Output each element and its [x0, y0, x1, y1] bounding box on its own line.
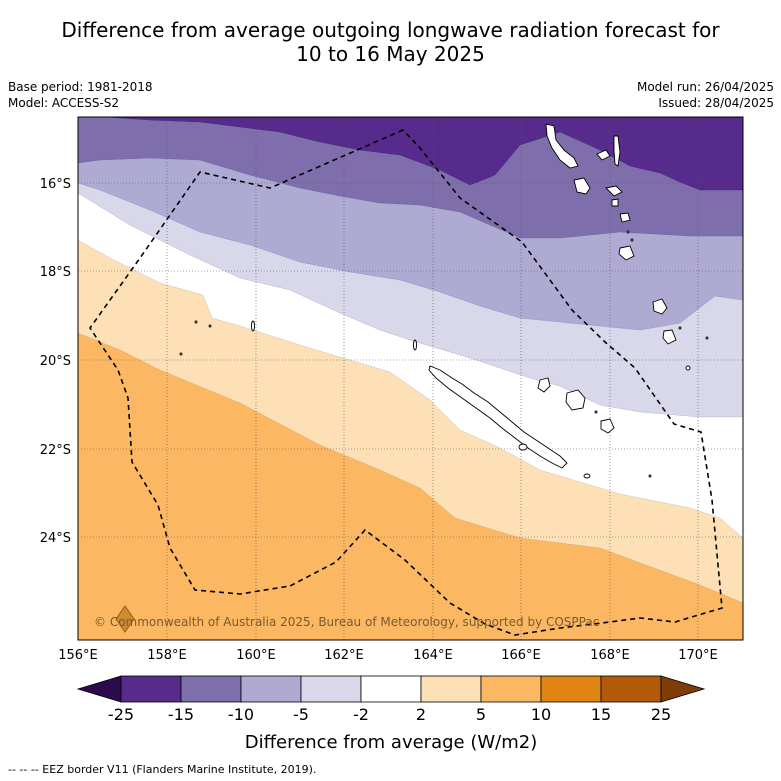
colorbar-over-arrow	[660, 675, 706, 703]
colorbar-tick-label: 2	[416, 705, 426, 724]
eez-footnote: -- -- -- EEZ border V11 (Flanders Marine…	[8, 763, 317, 776]
band-neg-10-15	[78, 117, 743, 239]
islet-4	[685, 365, 691, 371]
epi-island	[611, 198, 619, 207]
lon-tick: 170°E	[678, 648, 718, 663]
colorbar-tick-label: -2	[353, 705, 369, 724]
islet-8	[705, 336, 709, 340]
lat-tick: 22°S	[40, 443, 71, 458]
lon-tick: 162°E	[324, 648, 364, 663]
efate-island	[619, 212, 631, 223]
colorbar-under-arrow	[76, 675, 122, 703]
eez-border	[89, 129, 723, 636]
colorbar-cell	[300, 675, 362, 703]
colorbar-cells	[120, 675, 662, 703]
colorbar-tick-label: -15	[168, 705, 194, 724]
islet-6	[630, 238, 634, 242]
erromango-island	[618, 245, 635, 261]
gridlines	[78, 117, 743, 640]
meta-right: Model run: 26/04/2025 Issued: 28/04/2025	[637, 79, 774, 111]
lat-tick: 24°S	[40, 531, 71, 546]
espiritu-santo-island	[545, 123, 579, 169]
map-panel: © Commonwealth of Australia 2025, Bureau…	[78, 117, 743, 640]
coastlines	[179, 123, 709, 479]
band-neg-15-25	[104, 117, 743, 191]
title-line-1: Difference from average outgoing longwav…	[61, 18, 720, 42]
islet-5	[626, 230, 630, 234]
base-period: Base period: 1981-2018	[8, 80, 153, 94]
lon-tick: 160°E	[236, 648, 276, 663]
colorbar-cell	[240, 675, 302, 703]
mare-island	[600, 418, 615, 434]
lon-axis: 156°E 158°E 160°E 162°E 164°E 166°E 168°…	[58, 648, 718, 663]
colorbar-tick-label: 10	[531, 705, 551, 724]
lon-tick: 166°E	[501, 648, 541, 663]
islet-2	[208, 324, 212, 328]
colorbar-cell	[180, 675, 242, 703]
colorbar-tick-label: -5	[293, 705, 309, 724]
issued-date: Issued: 28/04/2025	[658, 96, 774, 110]
colorbar-cell	[120, 675, 182, 703]
lon-tick: 168°E	[590, 648, 630, 663]
meta-left: Base period: 1981-2018 Model: ACCESS-S2	[8, 79, 153, 111]
lon-tick: 164°E	[413, 648, 453, 663]
tanna-island	[652, 298, 668, 315]
isle-of-pines	[518, 443, 528, 451]
map-title: Difference from average outgoing longwav…	[0, 18, 781, 66]
chesterfield-reef	[413, 339, 417, 351]
colorbar-cell	[480, 675, 542, 703]
bom-logo-icon	[115, 605, 135, 633]
maewo-island	[613, 135, 621, 167]
new-caledonia-island	[428, 365, 568, 469]
colorbar-tick-label: 5	[476, 705, 486, 724]
islet-3	[179, 352, 183, 356]
malekula-island	[573, 177, 591, 195]
model-name: Model: ACCESS-S2	[8, 96, 120, 110]
islet-9	[648, 474, 652, 478]
colorbar-cell	[540, 675, 602, 703]
colorbar: -25 -15 -10 -5 -2 2 5 10 15 25 Difference from av…	[76, 675, 706, 753]
map-frame	[77, 116, 744, 641]
lat-tick: 20°S	[40, 354, 71, 369]
islet-1	[194, 320, 198, 324]
colorbar-tick-label: 15	[591, 705, 611, 724]
ambae-island	[596, 149, 611, 161]
colorbar-tick-label: -25	[108, 705, 134, 724]
lat-tick: 18°S	[40, 265, 71, 280]
lon-tick: 156°E	[58, 648, 98, 663]
colorbar-label: Difference from average (W/m2)	[245, 732, 537, 753]
walpole-island	[583, 473, 591, 479]
islet-7	[678, 326, 682, 330]
colorbar-cell	[420, 675, 482, 703]
colorbar-tick-label: -10	[228, 705, 254, 724]
colorbar-cell	[600, 675, 662, 703]
islet-10	[594, 410, 598, 414]
model-run: Model run: 26/04/2025	[636, 80, 774, 94]
lon-tick: 158°E	[147, 648, 187, 663]
lat-tick: 16°S	[40, 177, 71, 192]
bellona-reef	[251, 320, 255, 332]
colorbar-cell	[360, 675, 422, 703]
ambrym-island	[605, 185, 623, 197]
aneityum-island	[662, 329, 677, 345]
copyright-text: © Commonwealth of Australia 2025, Bureau…	[94, 615, 599, 629]
colorbar-tick-label: 25	[651, 705, 671, 724]
ouvea-island	[537, 377, 551, 393]
colorbar-ticks: -25 -15 -10 -5 -2 2 5 10 15 25	[108, 705, 671, 724]
lifou-island	[565, 389, 586, 411]
lat-axis: 16°S 18°S 20°S 22°S 24°S	[40, 177, 71, 546]
title-line-2: 10 to 16 May 2025	[296, 42, 485, 66]
